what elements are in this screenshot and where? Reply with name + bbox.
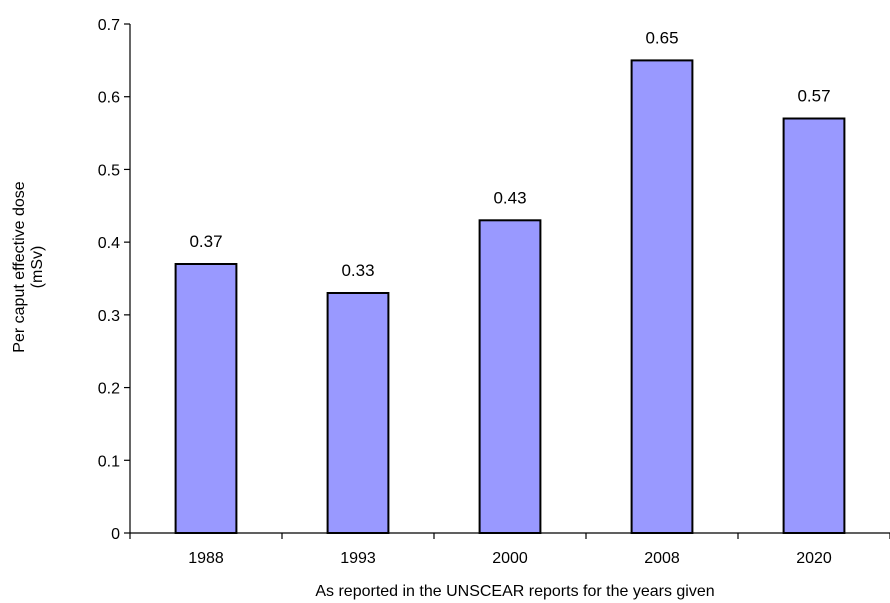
data-label-1993: 0.33 [341, 261, 374, 280]
bar-2000 [478, 219, 542, 535]
y-tick-label: 0.2 [98, 381, 120, 398]
y-tick-label: 0 [111, 526, 120, 543]
x-tick-label-1993: 1993 [340, 550, 376, 567]
y-axis-title: Per caput effective dose (mSv) [11, 181, 46, 352]
x-axis: 1988 1993 2000 2008 2020 [129, 532, 890, 567]
y-axis-title-line-2: (mSv) [29, 246, 46, 289]
y-tick-label: 0.1 [98, 453, 120, 470]
data-labels: 0.37 0.33 0.43 0.65 0.57 [189, 28, 830, 280]
data-label-2000: 0.43 [493, 188, 526, 207]
bar-1988 [174, 263, 238, 534]
data-label-1988: 0.37 [189, 232, 222, 251]
y-tick-label: 0.5 [98, 162, 120, 179]
data-label-2020: 0.57 [797, 87, 830, 106]
x-axis-title: As reported in the UNSCEAR reports for t… [315, 583, 714, 600]
x-tick-label-2000: 2000 [492, 550, 528, 567]
y-tick-label: 0.3 [98, 308, 120, 325]
y-axis: 0 0.1 0.2 0.3 0.4 0.5 0.6 0.7 [98, 17, 131, 543]
x-tick-label-2020: 2020 [796, 550, 832, 567]
y-tick-label: 0.6 [98, 90, 120, 107]
bar-series [174, 59, 846, 535]
x-tick-label-2008: 2008 [644, 550, 680, 567]
data-label-2008: 0.65 [645, 28, 678, 47]
bar-2008 [630, 59, 694, 535]
bar-1993 [326, 292, 390, 534]
y-tick-label: 0.7 [98, 17, 120, 34]
y-tick-label: 0.4 [98, 235, 120, 252]
x-tick-label-1988: 1988 [188, 550, 224, 567]
bar-2020 [782, 117, 846, 534]
y-axis-title-line-1: Per caput effective dose [11, 181, 28, 352]
